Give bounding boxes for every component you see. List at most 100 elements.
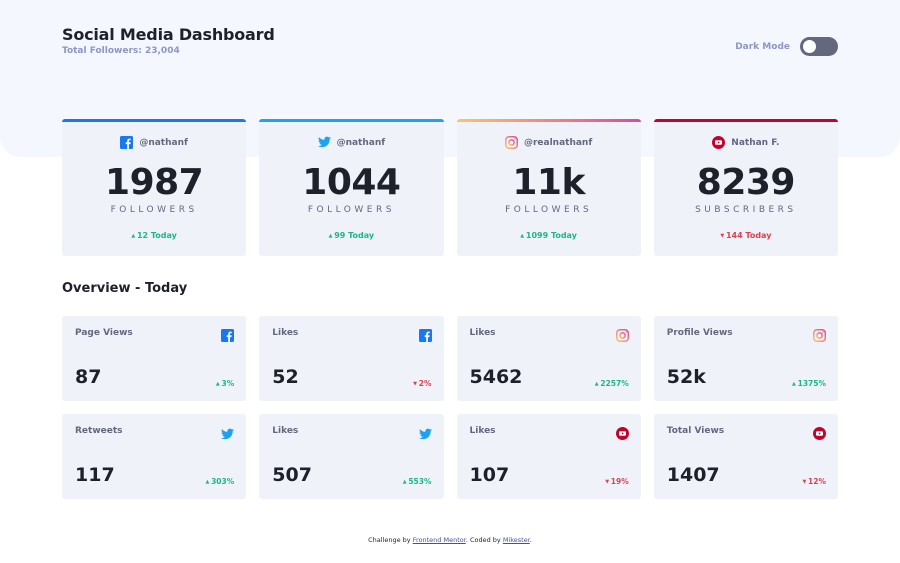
facebook-icon xyxy=(221,327,235,346)
follower-card-facebook[interactable]: @nathanf 1987 FOLLOWERS ▲ 12 Today xyxy=(62,119,247,256)
facebook-icon xyxy=(418,327,432,346)
arrow-down-icon: ▼ xyxy=(605,479,611,485)
card-handle: @nathanf xyxy=(139,137,188,148)
facebook-icon xyxy=(120,136,134,149)
overview-change-value: 1375% xyxy=(797,379,826,388)
overview-change: ▼ 12% xyxy=(802,477,826,486)
card-handle-row: @nathanf xyxy=(259,136,443,149)
overview-card-twitter[interactable]: Likes 507 ▲ 553% xyxy=(259,414,444,499)
overview-card-instagram[interactable]: Likes 5462 ▲ 2257% xyxy=(456,316,641,401)
card-accent-stripe xyxy=(653,119,838,122)
overview-label: Likes xyxy=(469,328,496,338)
overview-change: ▼ 19% xyxy=(605,477,629,486)
youtube-icon xyxy=(712,136,726,149)
arrow-up-icon: ▲ xyxy=(205,479,212,485)
card-unit: FOLLOWERS xyxy=(505,205,593,215)
frontend-mentor-link[interactable]: Frontend Mentor xyxy=(412,536,466,544)
card-change-value: 1099 Today xyxy=(525,231,577,240)
arrow-up-icon: ▲ xyxy=(594,381,601,387)
dark-mode-label: Dark Mode xyxy=(735,41,790,52)
arrow-up-icon: ▲ xyxy=(215,381,222,387)
overview-label: Retweets xyxy=(75,426,123,436)
overview-label: Likes xyxy=(272,426,299,436)
overview-value: 5462 xyxy=(469,366,523,388)
arrow-up-icon: ▲ xyxy=(328,233,335,239)
card-change: ▼ 144 Today xyxy=(654,231,838,240)
footer-middle: . Coded by xyxy=(465,536,503,544)
overview-value: 1407 xyxy=(666,464,720,486)
card-unit: FOLLOWERS xyxy=(307,205,395,215)
card-handle: @realnathanf xyxy=(523,137,593,148)
toggle-knob xyxy=(803,40,816,53)
attribution: Challenge by Frontend Mentor. Coded by M… xyxy=(0,536,900,544)
overview-label: Likes xyxy=(272,328,299,338)
overview-change: ▲ 553% xyxy=(403,477,432,486)
overview-card-facebook[interactable]: Likes 52 ▼ 2% xyxy=(259,316,444,401)
overview-value: 87 xyxy=(75,366,102,388)
instagram-icon xyxy=(813,327,826,346)
overview-label: Page Views xyxy=(75,328,133,338)
arrow-up-icon: ▲ xyxy=(520,233,526,239)
overview-value: 107 xyxy=(469,464,510,486)
card-change-value: 99 Today xyxy=(334,231,375,240)
arrow-up-icon: ▲ xyxy=(131,233,137,239)
card-unit: FOLLOWERS xyxy=(110,205,198,215)
arrow-up-icon: ▲ xyxy=(792,381,798,387)
instagram-icon xyxy=(504,136,518,149)
overview-change: ▲ 303% xyxy=(205,477,234,486)
page-header: Social Media Dashboard Total Followers: … xyxy=(62,25,838,65)
card-accent-stripe xyxy=(259,119,444,122)
author-link[interactable]: Mikester xyxy=(502,536,530,544)
overview-label: Likes xyxy=(469,426,496,436)
card-handle-row: @realnathanf xyxy=(457,136,641,149)
overview-change-value: 2257% xyxy=(600,379,629,388)
follower-card-youtube[interactable]: Nathan F. 8239 SUBSCRIBERS ▼ 144 Today xyxy=(653,119,838,256)
overview-label: Profile Views xyxy=(666,328,733,338)
instagram-icon xyxy=(615,327,629,346)
youtube-icon xyxy=(813,425,826,444)
card-accent-stripe xyxy=(62,119,247,122)
overview-card-facebook[interactable]: Page Views 87 ▲ 3% xyxy=(62,316,247,401)
card-change: ▲ 99 Today xyxy=(259,231,443,240)
total-followers: Total Followers: 23,004 xyxy=(62,46,180,56)
overview-value: 507 xyxy=(272,464,312,486)
dark-mode-toggle-group: Dark Mode xyxy=(735,37,838,56)
arrow-down-icon: ▼ xyxy=(413,381,419,387)
overview-label: Total Views xyxy=(666,426,725,436)
arrow-down-icon: ▼ xyxy=(720,233,726,239)
card-handle-row: @nathanf xyxy=(62,136,246,149)
card-handle: Nathan F. xyxy=(731,137,780,148)
card-change-value: 12 Today xyxy=(136,231,177,240)
overview-card-youtube[interactable]: Likes 107 ▼ 19% xyxy=(456,414,641,499)
card-handle: @nathanf xyxy=(336,137,386,148)
card-unit: SUBSCRIBERS xyxy=(695,205,797,215)
dark-mode-toggle[interactable] xyxy=(800,37,838,56)
overview-card-youtube[interactable]: Total Views 1407 ▼ 12% xyxy=(653,414,838,499)
card-handle-row: Nathan F. xyxy=(654,136,838,149)
overview-card-instagram[interactable]: Profile Views 52k ▲ 1375% xyxy=(653,316,838,401)
twitter-icon xyxy=(221,425,235,444)
overview-card-twitter[interactable]: Retweets 117 ▲ 303% xyxy=(62,414,247,499)
overview-value: 52 xyxy=(272,366,299,388)
overview-change-value: 12% xyxy=(808,477,826,486)
follower-card-instagram[interactable]: @realnathanf 11k FOLLOWERS ▲ 1099 Today xyxy=(456,119,641,256)
twitter-icon xyxy=(418,425,432,444)
overview-value: 52k xyxy=(666,366,706,388)
follower-card-twitter[interactable]: @nathanf 1044 FOLLOWERS ▲ 99 Today xyxy=(259,119,444,256)
card-change: ▲ 12 Today xyxy=(62,231,246,240)
overview-change: ▲ 1375% xyxy=(792,379,826,388)
overview-change-value: 19% xyxy=(610,477,629,486)
card-accent-stripe xyxy=(456,119,641,122)
overview-grid: Page Views 87 ▲ 3% Likes 52 ▼ 2% Likes 5462 ▲ 22… xyxy=(62,316,838,499)
overview-change-value: 303% xyxy=(211,477,235,486)
overview-change: ▲ 3% xyxy=(216,379,234,388)
overview-change-value: 553% xyxy=(408,477,432,486)
arrow-down-icon: ▼ xyxy=(802,479,809,485)
card-count: 11k xyxy=(512,162,585,203)
card-count: 1987 xyxy=(105,162,204,203)
youtube-icon xyxy=(615,425,629,444)
card-change: ▲ 1099 Today xyxy=(457,231,641,240)
overview-change: ▼ 2% xyxy=(413,379,431,388)
card-count: 1044 xyxy=(302,162,401,203)
card-change-value: 144 Today xyxy=(725,231,772,240)
